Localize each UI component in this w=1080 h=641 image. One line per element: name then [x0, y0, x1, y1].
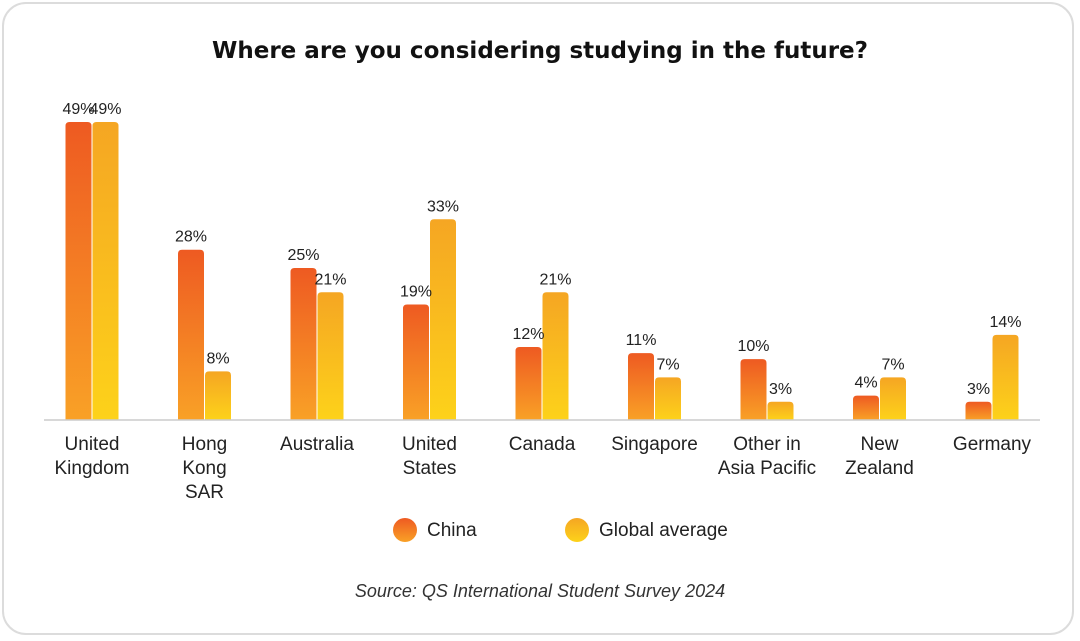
category-label-united-states: United States	[402, 434, 457, 479]
bar-china-united-states	[403, 304, 429, 420]
category-labels-group: United Kingdom Hong Kong SAR Australia United S…	[55, 434, 1032, 503]
legend-label-china: China	[427, 520, 477, 541]
value-label-global-average-united-states: 33%	[427, 198, 459, 215]
category-label-canada: Canada	[509, 434, 576, 455]
value-label-china-other-in-asia-pacific: 10%	[737, 338, 769, 355]
value-label-china-singapore: 11%	[626, 332, 657, 349]
bar-china-australia	[290, 267, 317, 420]
value-label-china-hong-kong-sar: 28%	[175, 229, 207, 246]
bar-global-average-australia	[317, 292, 344, 420]
bars-group	[65, 122, 1019, 420]
category-label-other-in-asia-pacific: Other in Asia Pacific	[718, 434, 816, 479]
value-label-global-average-singapore: 7%	[656, 356, 679, 373]
chart-title: Where are you considering studying in th…	[212, 38, 868, 64]
value-label-global-average-new-zealand: 7%	[881, 356, 904, 373]
bar-china-singapore	[628, 353, 654, 420]
value-labels-group: 49%49% 28% 8% 25% 21% 19% 33% 12% 21% 11% 7% 10% 3% 4…	[62, 101, 1021, 398]
legend: China Global average	[393, 518, 728, 542]
value-label-global-average-united-kingdom: 49%	[89, 101, 121, 118]
category-label-new-zealand: New Zealand	[845, 434, 914, 479]
category-label-singapore: Singapore	[611, 434, 698, 455]
legend-label-global-average: Global average	[599, 520, 728, 541]
value-label-china-new-zealand: 4%	[854, 375, 877, 392]
value-label-china-canada: 12%	[512, 326, 544, 343]
bar-china-united-kingdom	[65, 122, 92, 420]
bar-global-average-united-kingdom	[92, 122, 119, 420]
bar-china-germany	[965, 401, 992, 420]
bar-global-average-other-in-asia-pacific	[767, 401, 794, 420]
bar-global-average-singapore	[655, 377, 681, 420]
bar-global-average-germany	[992, 334, 1019, 420]
bar-china-new-zealand	[853, 395, 879, 420]
bar-china-other-in-asia-pacific	[740, 359, 767, 420]
value-label-global-average-hong-kong-sar: 8%	[206, 350, 229, 367]
bar-china-hong-kong-sar	[178, 249, 204, 420]
bar-global-average-canada	[542, 292, 569, 420]
value-label-global-average-australia: 21%	[314, 271, 346, 288]
category-label-united-kingdom: United Kingdom	[55, 434, 130, 479]
source-note: Source: QS International Student Survey …	[355, 581, 725, 601]
value-label-china-united-kingdom: 49%	[62, 101, 94, 118]
value-label-china-australia: 25%	[287, 247, 319, 264]
category-label-australia: Australia	[280, 434, 354, 455]
bar-global-average-new-zealand	[880, 377, 906, 420]
legend-swatch-china	[393, 518, 417, 542]
value-label-global-average-germany: 14%	[989, 314, 1021, 331]
legend-item-china: China	[393, 518, 477, 542]
bar-china-canada	[515, 347, 542, 420]
category-label-germany: Germany	[953, 434, 1032, 455]
value-label-china-germany: 3%	[967, 381, 990, 398]
category-label-hong-kong-sar: Hong Kong SAR	[182, 434, 227, 503]
bar-global-average-hong-kong-sar	[205, 371, 231, 420]
value-label-china-united-states: 19%	[400, 283, 432, 300]
legend-swatch-global-average	[565, 518, 589, 542]
legend-item-global-average: Global average	[565, 518, 728, 542]
value-label-global-average-canada: 21%	[539, 271, 571, 288]
value-label-global-average-other-in-asia-pacific: 3%	[769, 381, 792, 398]
bar-global-average-united-states	[430, 219, 456, 420]
